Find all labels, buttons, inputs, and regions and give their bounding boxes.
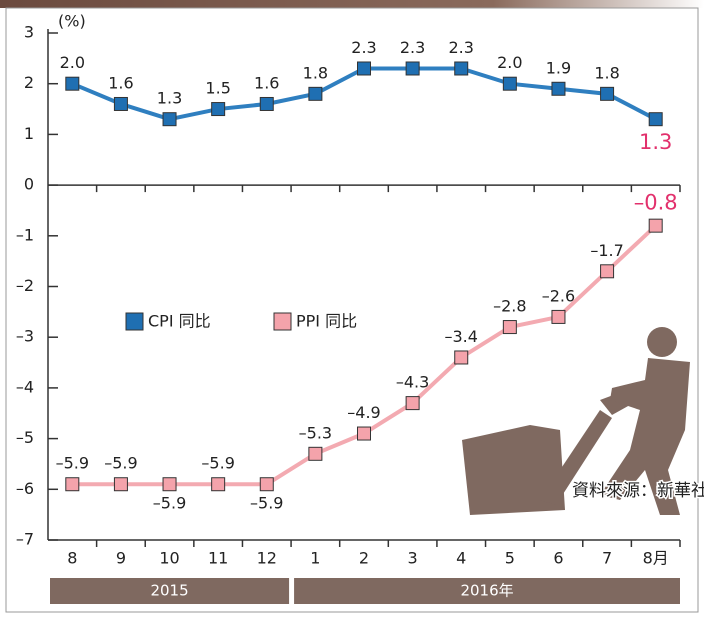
chart: (%) 資料來源：新華社 資料來源：新華社 3210–1–2–3–4–5–6–7… <box>0 0 704 620</box>
value-label: –5.9 <box>250 494 283 513</box>
x-tick-label: 12 <box>257 549 277 568</box>
value-label: –3.4 <box>445 327 478 346</box>
value-label: 1.9 <box>546 58 571 77</box>
y-tick-label: 2 <box>24 73 34 92</box>
x-tick-label: 5 <box>505 549 515 568</box>
y-tick-label: –5 <box>16 428 34 447</box>
marker <box>114 478 127 491</box>
x-tick-label: 3 <box>408 549 418 568</box>
y-tick-label: 0 <box>24 175 34 194</box>
value-label: 1.6 <box>254 73 279 92</box>
legend-label: PPI 同比 <box>296 312 357 331</box>
marker <box>552 310 565 323</box>
x-tick-label: 2 <box>359 549 369 568</box>
value-label: –4.9 <box>347 403 380 422</box>
x-tick-label: 8月 <box>643 549 669 568</box>
marker <box>601 265 614 278</box>
y-tick-label: 3 <box>24 23 34 42</box>
legend-label: CPI 同比 <box>148 312 211 331</box>
x-tick-label: 4 <box>456 549 466 568</box>
value-label: 1.5 <box>205 79 230 98</box>
year-label: 2016年 <box>460 582 513 600</box>
value-label: 2.3 <box>351 38 376 57</box>
value-label: –2.8 <box>493 297 526 316</box>
marker <box>309 447 322 460</box>
x-tick-label: 8 <box>67 549 77 568</box>
marker <box>212 103 225 116</box>
unit-label: (%) <box>58 12 86 31</box>
marker <box>649 113 662 126</box>
y-tick-label: –2 <box>16 276 34 295</box>
marker <box>649 219 662 232</box>
x-tick-label: 9 <box>116 549 126 568</box>
y-tick-label: –1 <box>16 225 34 244</box>
marker <box>552 82 565 95</box>
marker <box>358 427 371 440</box>
marker <box>114 97 127 110</box>
value-label-highlight: 1.3 <box>639 130 672 154</box>
value-label: –5.9 <box>104 454 137 473</box>
marker <box>260 97 273 110</box>
marker <box>163 478 176 491</box>
marker <box>358 62 371 75</box>
y-tick-label: 1 <box>24 124 34 143</box>
value-label: 2.0 <box>497 53 522 72</box>
y-tick-label: –4 <box>16 377 34 396</box>
marker <box>601 87 614 100</box>
value-label: –5.9 <box>153 494 186 513</box>
marker <box>260 478 273 491</box>
value-label: –2.6 <box>542 286 575 305</box>
marker <box>503 77 516 90</box>
value-label: –4.3 <box>396 373 429 392</box>
year-label: 2015 <box>150 582 188 600</box>
series-line <box>72 226 655 485</box>
value-label: 1.3 <box>157 89 182 108</box>
y-tick-label: –3 <box>16 327 34 346</box>
x-tick-label: 11 <box>208 549 228 568</box>
x-tick-label: 7 <box>602 549 612 568</box>
value-label: 2.0 <box>60 53 85 72</box>
value-label-highlight: –0.8 <box>634 191 678 215</box>
marker <box>455 351 468 364</box>
x-tick-label: 6 <box>553 549 563 568</box>
source: 資料來源：新華社 <box>572 481 704 501</box>
legend-swatch <box>126 313 143 330</box>
legend-swatch <box>274 313 291 330</box>
marker <box>406 397 419 410</box>
x-tick-label: 10 <box>159 549 179 568</box>
value-label: –5.3 <box>299 423 332 442</box>
value-label: 2.3 <box>400 38 425 57</box>
y-tick-label: –6 <box>16 479 34 498</box>
marker <box>503 321 516 334</box>
value-label: –1.7 <box>590 241 623 260</box>
marker <box>309 87 322 100</box>
value-label: –5.9 <box>56 454 89 473</box>
y-tick-label: –7 <box>16 530 34 549</box>
top-bar <box>0 0 704 8</box>
value-label: 1.6 <box>108 73 133 92</box>
value-label: 2.3 <box>449 38 474 57</box>
x-tick-label: 1 <box>310 549 320 568</box>
value-label: 1.8 <box>303 63 328 82</box>
marker <box>212 478 225 491</box>
marker <box>163 113 176 126</box>
marker <box>455 62 468 75</box>
marker <box>66 478 79 491</box>
marker <box>406 62 419 75</box>
marker <box>66 77 79 90</box>
value-label: 1.8 <box>594 63 619 82</box>
value-label: –5.9 <box>201 454 234 473</box>
